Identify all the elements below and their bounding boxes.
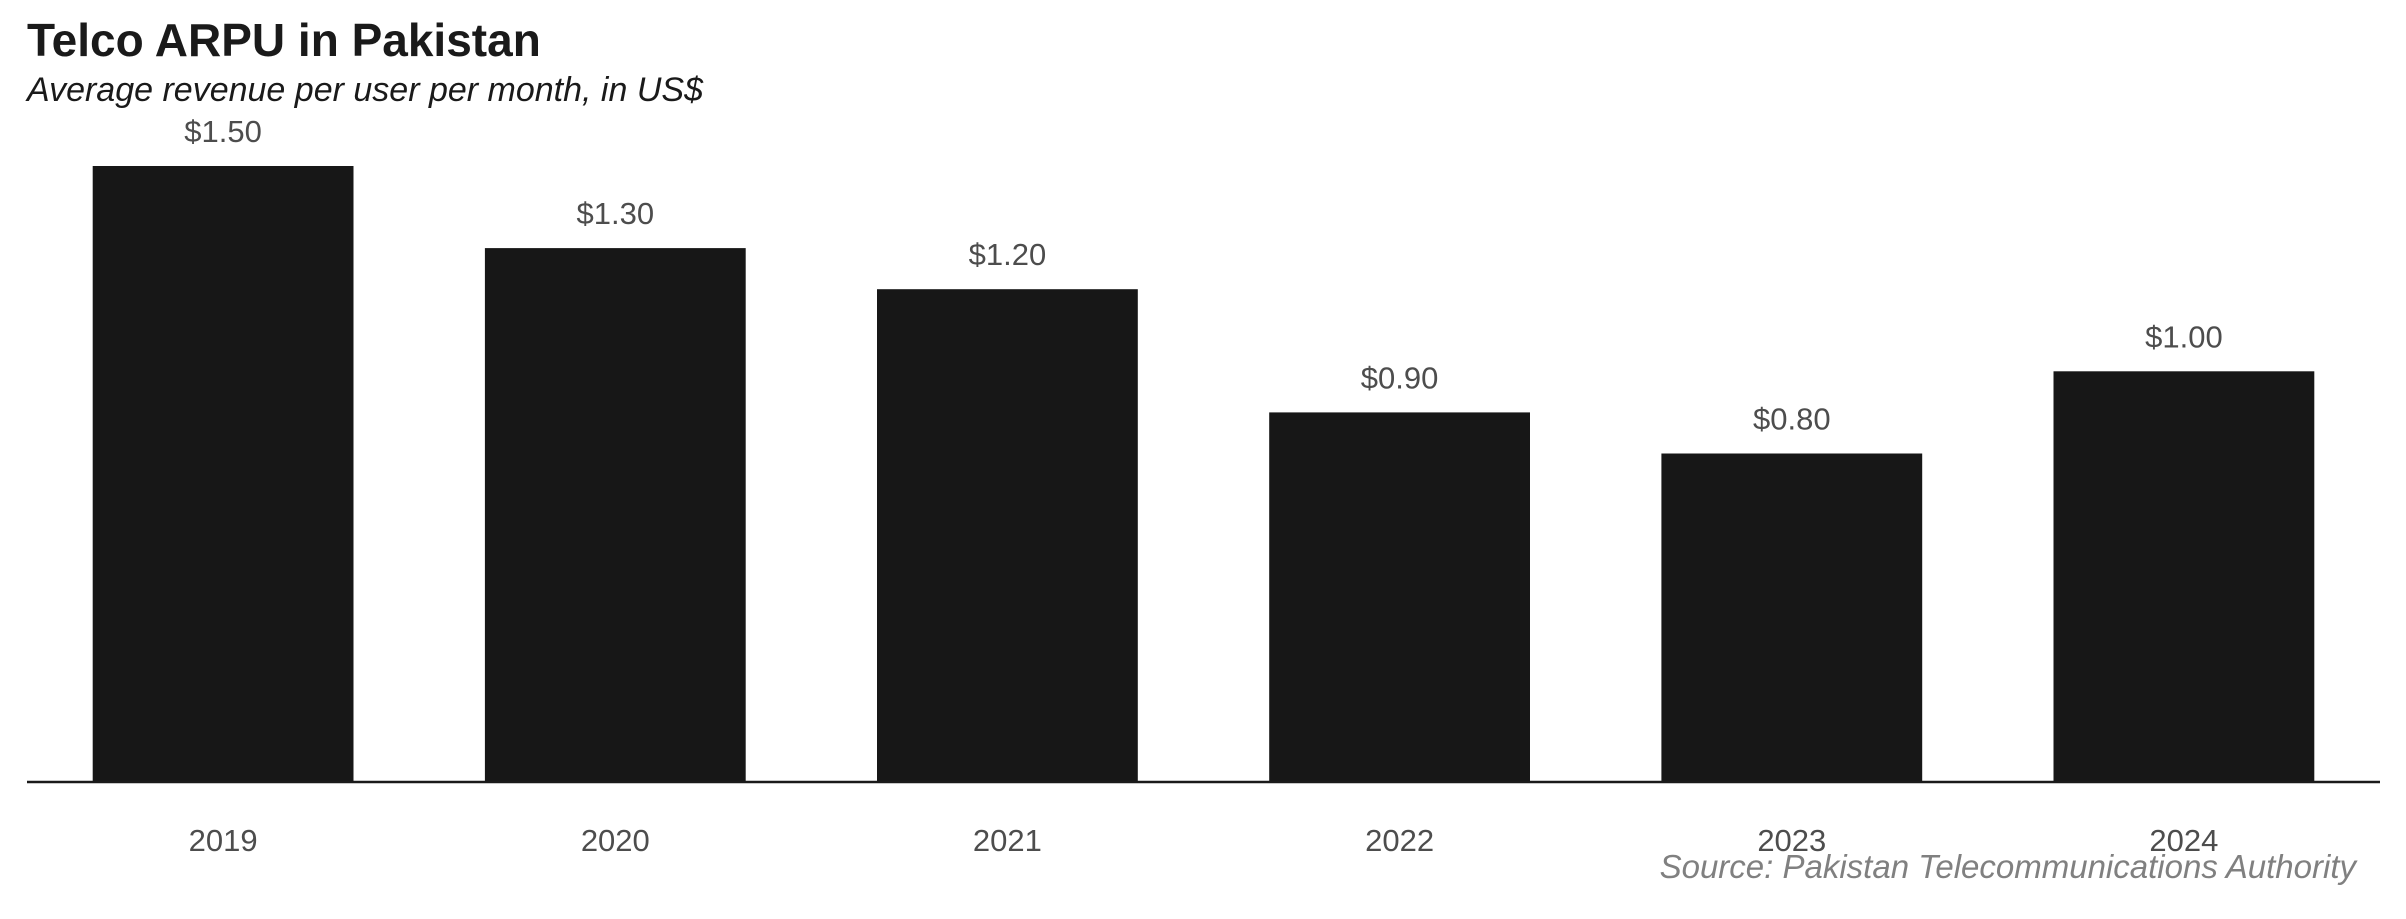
bar-2024 bbox=[2053, 371, 2315, 782]
bar-value-label-2021: $1.20 bbox=[969, 237, 1047, 272]
bar-value-label-2022: $0.90 bbox=[1361, 360, 1439, 395]
x-axis-tick-labels: 2019 2020 2021 2022 2023 2024 bbox=[189, 823, 2219, 858]
bar-2019 bbox=[92, 166, 354, 782]
value-labels-layer: $1.50 $1.30 $1.20 $0.90 $0.80 $1.00 bbox=[184, 114, 2222, 437]
bar-value-label-2024: $1.00 bbox=[2145, 319, 2223, 354]
chart-title: Telco ARPU in Pakistan bbox=[27, 14, 541, 66]
x-tick-label-2020: 2020 bbox=[581, 823, 650, 858]
x-tick-label-2023: 2023 bbox=[1757, 823, 1826, 858]
chart-source: Source: Pakistan Telecommunications Auth… bbox=[1660, 848, 2359, 885]
bar-value-label-2019: $1.50 bbox=[184, 114, 262, 149]
x-tick-label-2024: 2024 bbox=[2149, 823, 2218, 858]
chart-subtitle: Average revenue per user per month, in U… bbox=[25, 71, 704, 109]
bar-value-label-2020: $1.30 bbox=[577, 196, 655, 231]
bar-2021 bbox=[877, 289, 1138, 782]
bar-2023 bbox=[1661, 453, 1923, 782]
x-tick-label-2019: 2019 bbox=[189, 823, 258, 858]
x-tick-label-2021: 2021 bbox=[973, 823, 1042, 858]
bar-2020 bbox=[484, 248, 746, 783]
bars-layer bbox=[92, 166, 2315, 783]
bar-value-label-2023: $0.80 bbox=[1753, 402, 1831, 437]
x-tick-label-2022: 2022 bbox=[1365, 823, 1434, 858]
bar-2022 bbox=[1269, 412, 1530, 782]
